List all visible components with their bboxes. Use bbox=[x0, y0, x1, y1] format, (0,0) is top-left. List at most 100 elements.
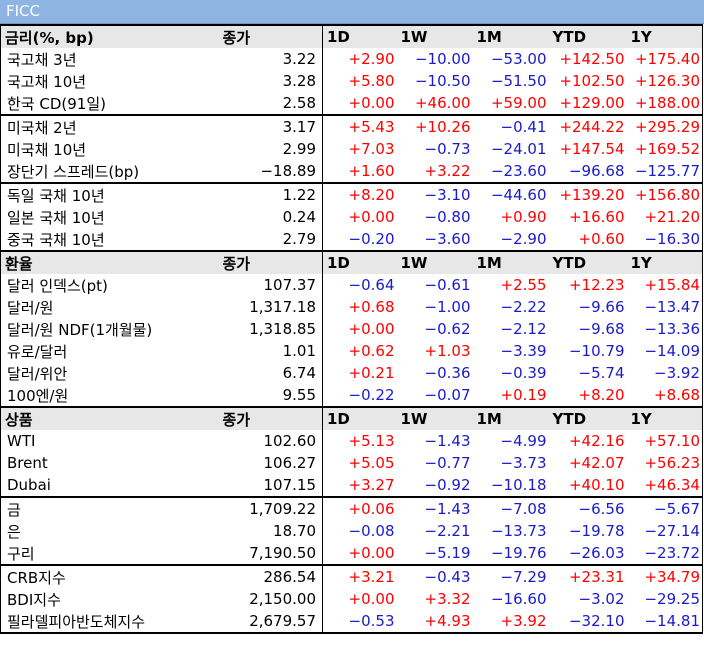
row-change-ytd: −32.10 bbox=[548, 610, 627, 634]
row-change-y1: −14.09 bbox=[626, 340, 703, 362]
table-row: 100엔/원 9.55 −0.22 −0.07 +0.19 +8.20 +8.68 bbox=[0, 384, 703, 407]
row-change-d1: −0.08 bbox=[322, 520, 397, 542]
row-change-d1: +0.00 bbox=[322, 542, 397, 565]
row-close: 1,317.18 bbox=[249, 298, 316, 316]
row-change-ytd: +23.31 bbox=[548, 564, 627, 588]
row-change-m1: −3.39 bbox=[500, 342, 547, 360]
row-close: 9.55 bbox=[282, 386, 316, 404]
close-column-header: 종가 bbox=[216, 24, 323, 48]
row-change-d1: +5.80 bbox=[322, 70, 397, 92]
row-change-w1: +46.00 bbox=[414, 94, 471, 112]
market-table: 금리(%, bp) 종가 1D 1W 1M YTD 1Y 국고채 3년 3.22 +2.90 −10… bbox=[0, 24, 703, 634]
table-row: 달러/위안 6.74 +0.21 −0.36 −0.39 −5.74 −3.92 bbox=[0, 362, 703, 384]
row-close: 102.60 bbox=[263, 432, 317, 450]
row-change-m1: +0.19 bbox=[500, 386, 547, 404]
row-close: 107.15 bbox=[263, 476, 317, 494]
row-change-y1: −16.30 bbox=[626, 228, 703, 251]
row-name: 달러/원 NDF(1개월물) bbox=[0, 318, 217, 340]
row-name: 달러 인덱스(pt) bbox=[0, 274, 217, 296]
row-name: 유로/달러 bbox=[0, 340, 217, 362]
row-change-ytd: +244.22 bbox=[548, 114, 627, 138]
row-change-d1: +2.90 bbox=[322, 48, 397, 70]
table-body: 금리(%, bp) 종가 1D 1W 1M YTD 1Y 국고채 3년 3.22 +2.90 −10… bbox=[0, 24, 703, 634]
row-change-d1: +5.05 bbox=[322, 452, 397, 474]
section-header-row: 환율 종가 1D 1W 1M YTD 1Y bbox=[0, 250, 703, 274]
row-change-y1: −3.92 bbox=[626, 362, 703, 384]
row-change-m1: −7.08 bbox=[472, 496, 549, 520]
row-change-d1: +5.43 bbox=[322, 114, 397, 138]
table-row: 미국채 2년 3.17 +5.43 +10.26 −0.41 +244.22 +295.29 bbox=[0, 114, 703, 138]
row-change-m1: +0.90 bbox=[500, 208, 547, 226]
row-change-y1: +169.52 bbox=[626, 138, 703, 160]
row-change-m1: −19.76 bbox=[490, 544, 547, 562]
row-change-y1: −125.77 bbox=[626, 160, 703, 183]
row-change-m1: −16.60 bbox=[490, 590, 547, 608]
row-change-y1: +46.34 bbox=[626, 474, 703, 497]
column-header-1y: 1Y bbox=[626, 406, 703, 430]
section-header-row: 상품 종가 1D 1W 1M YTD 1Y bbox=[0, 406, 703, 430]
row-name: BDI지수 bbox=[0, 588, 217, 610]
row-change-m1: −10.18 bbox=[490, 476, 547, 494]
row-name: 은 bbox=[0, 520, 217, 542]
table-row: 은 18.70 −0.08 −2.21 −13.73 −19.78 −27.14 bbox=[0, 520, 703, 542]
row-name: 필라델피아반도체지수 bbox=[0, 610, 217, 634]
row-change-ytd: −5.74 bbox=[578, 364, 625, 382]
row-close: 6.74 bbox=[282, 364, 316, 382]
row-change-d1: +0.00 bbox=[322, 92, 397, 115]
section-header-row: 금리(%, bp) 종가 1D 1W 1M YTD 1Y bbox=[0, 24, 703, 48]
row-change-w1: −10.00 bbox=[414, 50, 471, 68]
row-change-y1: +57.10 bbox=[626, 430, 703, 452]
row-change-ytd: +40.10 bbox=[568, 476, 625, 494]
row-change-ytd: −10.79 bbox=[568, 342, 625, 360]
row-name: 일본 국채 10년 bbox=[0, 206, 217, 228]
row-change-w1: −3.60 bbox=[424, 230, 471, 248]
column-header-1m: 1M bbox=[472, 406, 549, 430]
row-change-y1: −29.25 bbox=[626, 588, 703, 610]
row-change-y1: +21.20 bbox=[626, 206, 703, 228]
row-change-w1: −0.43 bbox=[396, 564, 473, 588]
row-close: 286.54 bbox=[216, 564, 323, 588]
row-close: 18.70 bbox=[273, 522, 316, 540]
row-change-ytd: +16.60 bbox=[568, 208, 625, 226]
row-change-w1: −0.77 bbox=[424, 454, 471, 472]
column-header-1m: 1M bbox=[472, 24, 549, 48]
row-change-y1: +56.23 bbox=[626, 452, 703, 474]
table-row: 국고채 3년 3.22 +2.90 −10.00 −53.00 +142.50 +175.4… bbox=[0, 48, 703, 70]
row-change-m1: −44.60 bbox=[472, 182, 549, 206]
row-name: CRB지수 bbox=[0, 564, 217, 588]
row-change-y1: −13.47 bbox=[626, 296, 703, 318]
section-header: 환율 bbox=[0, 250, 217, 274]
row-change-ytd: −6.56 bbox=[548, 496, 627, 520]
row-change-y1: +188.00 bbox=[626, 92, 703, 115]
section-header: 금리(%, bp) bbox=[0, 24, 217, 48]
row-change-d1: +0.00 bbox=[322, 318, 397, 340]
row-change-m1: +2.55 bbox=[500, 276, 547, 294]
row-change-m1: −23.60 bbox=[490, 162, 547, 180]
row-change-w1: −1.43 bbox=[396, 496, 473, 520]
row-name: 100엔/원 bbox=[0, 384, 217, 407]
table-row: 독일 국채 10년 1.22 +8.20 −3.10 −44.60 +139.20 +156… bbox=[0, 182, 703, 206]
row-change-y1: −14.81 bbox=[626, 610, 703, 634]
row-change-d1: +1.60 bbox=[322, 160, 397, 183]
row-change-y1: +175.40 bbox=[626, 48, 703, 70]
row-close: 3.22 bbox=[282, 50, 316, 68]
row-change-w1: +3.32 bbox=[424, 590, 471, 608]
table-row: 필라델피아반도체지수 2,679.57 −0.53 +4.93 +3.92 −32.10−… bbox=[0, 610, 703, 634]
row-change-d1: −0.20 bbox=[322, 228, 397, 251]
row-close: 2.58 bbox=[282, 94, 316, 112]
row-change-m1: −0.39 bbox=[500, 364, 547, 382]
column-header-1y: 1Y bbox=[626, 250, 703, 274]
column-header-1d: 1D bbox=[322, 406, 397, 430]
row-close: 1,318.85 bbox=[249, 320, 316, 338]
row-close: 2,679.57 bbox=[216, 610, 323, 634]
table-row: 국고채 10년 3.28 +5.80 −10.50 −51.50 +102.50 +126.… bbox=[0, 70, 703, 92]
close-column-header: 종가 bbox=[216, 406, 323, 430]
row-close: −18.89 bbox=[260, 162, 316, 180]
row-change-m1: −0.41 bbox=[472, 114, 549, 138]
sheet-title: FICC bbox=[0, 0, 704, 24]
row-change-w1: −0.92 bbox=[424, 476, 471, 494]
table-row: 달러/원 NDF(1개월물) 1,318.85 +0.00 −0.62 −2.12 −9.… bbox=[0, 318, 703, 340]
row-change-m1: −53.00 bbox=[490, 50, 547, 68]
row-change-m1: +3.92 bbox=[472, 610, 549, 634]
row-change-d1: +7.03 bbox=[322, 138, 397, 160]
